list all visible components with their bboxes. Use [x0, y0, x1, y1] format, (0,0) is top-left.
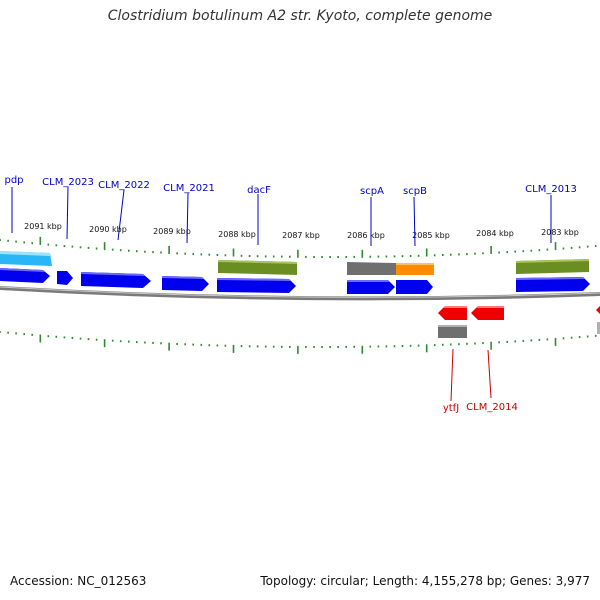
cds-reverse-ring — [438, 306, 600, 338]
reverse-gene-labels: ytfJ CLM_2014 — [443, 348, 518, 414]
inner-tick-ring — [0, 331, 597, 354]
gene-label-ytfJ[interactable]: ytfJ — [443, 403, 459, 414]
accession-label: Accession: NC_012563 — [10, 574, 147, 588]
gene-label-CLM_2022[interactable]: CLM_2022 — [98, 180, 150, 191]
cds-arrow-reverse[interactable] — [596, 306, 600, 314]
cds-arrow-forward[interactable] — [57, 271, 73, 285]
feature-ytfJ-band[interactable] — [438, 325, 467, 338]
scale-label: 2084 kbp — [476, 229, 514, 238]
feature-edge-band — [597, 322, 600, 334]
scale-label: 2091 kbp — [24, 222, 62, 231]
gene-label-pdp[interactable]: pdp — [4, 175, 23, 186]
feature-scpB-band[interactable] — [396, 263, 434, 275]
cds-arrow-forward[interactable] — [0, 268, 50, 283]
cds-arrow-forward[interactable] — [396, 280, 433, 294]
cds-arrow-forward[interactable] — [516, 277, 590, 292]
leader-line — [186, 192, 189, 244]
cds-arrow-reverse[interactable] — [471, 306, 504, 320]
gene-label-dacF[interactable]: dacF — [247, 185, 271, 196]
leader-line — [413, 196, 416, 247]
outer-tick-ring — [0, 236, 597, 258]
scale-label: 2086 kbp — [347, 231, 385, 240]
cds-arrow-forward[interactable] — [217, 278, 296, 293]
forward-gene-labels: pdp CLM_2023 CLM_2022 CLM_2021 dacF scpA… — [4, 175, 577, 247]
feature-dacF-band[interactable] — [218, 260, 297, 275]
scale-label: 2087 kbp — [282, 231, 320, 240]
feature-ring-upper — [0, 251, 589, 275]
cds-arrow-forward[interactable] — [162, 276, 209, 291]
cds-arrow-forward[interactable] — [81, 272, 151, 288]
leader-line — [117, 189, 125, 241]
scale-label: 2090 kbp — [89, 225, 127, 234]
leader-line — [450, 348, 454, 402]
gene-label-scpA[interactable]: scpA — [360, 186, 384, 197]
scale-label: 2083 kbp — [541, 228, 579, 237]
scale-labels: 2091 kbp 2090 kbp 2089 kbp 2088 kbp 2087… — [24, 222, 579, 240]
cds-forward-ring — [0, 268, 590, 294]
scale-label: 2088 kbp — [218, 230, 256, 239]
map-title: Clostridium botulinum A2 str. Kyoto, com… — [107, 8, 493, 24]
gene-label-CLM_2021[interactable]: CLM_2021 — [163, 183, 215, 194]
cds-arrow-forward[interactable] — [347, 280, 395, 294]
gene-label-CLM_2023[interactable]: CLM_2023 — [42, 177, 94, 188]
leader-line — [66, 186, 69, 240]
gene-label-CLM_2013[interactable]: CLM_2013 — [525, 184, 577, 195]
gene-label-CLM_2014[interactable]: CLM_2014 — [466, 402, 518, 413]
feature-CLM_2013-band[interactable] — [516, 259, 589, 274]
scale-label: 2085 kbp — [412, 231, 450, 240]
leader-line — [487, 349, 492, 399]
scale-label: 2089 kbp — [153, 227, 191, 236]
genome-backbone — [0, 286, 600, 301]
cds-arrow-reverse[interactable] — [438, 306, 467, 320]
feature-pdp-band[interactable] — [0, 251, 52, 266]
genome-backbone-highlight — [0, 286, 600, 298]
genome-summary: Topology: circular; Length: 4,155,278 bp… — [260, 574, 590, 588]
feature-scpA-band[interactable] — [347, 262, 396, 275]
gene-label-scpB[interactable]: scpB — [403, 186, 427, 197]
